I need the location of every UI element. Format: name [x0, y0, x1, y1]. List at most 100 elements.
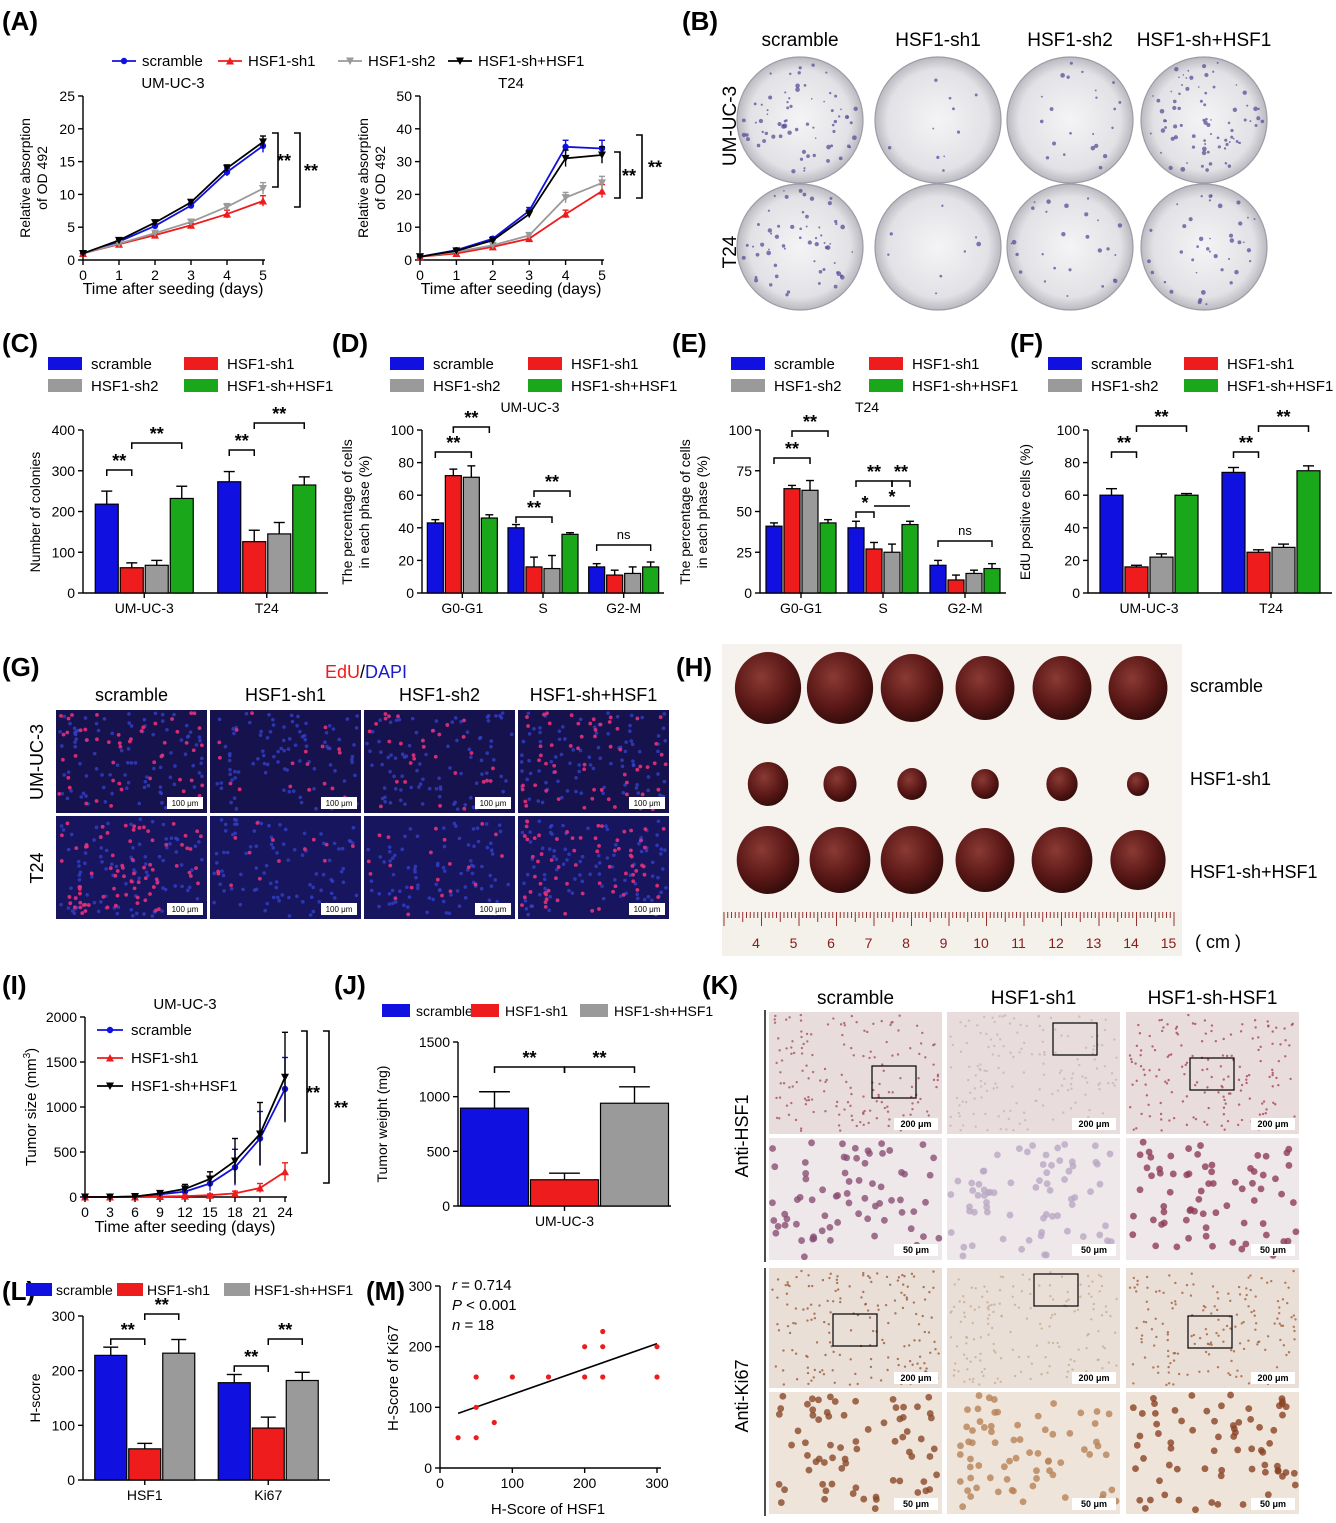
dapi-nucleus: [620, 764, 625, 769]
edu-nucleus: [59, 859, 64, 863]
colony: [818, 269, 823, 274]
stained-nucleus: [866, 1030, 869, 1034]
zoom-region-box: [1033, 1273, 1079, 1307]
dapi-nucleus: [646, 894, 651, 899]
colony: [974, 236, 978, 239]
stained-nucleus: [1166, 1349, 1170, 1353]
colony: [1236, 200, 1241, 205]
stained-nucleus: [1217, 1297, 1220, 1300]
stained-nucleus: [1234, 1446, 1242, 1454]
edu-nucleus: [453, 771, 458, 775]
stained-nucleus: [1098, 1081, 1102, 1085]
colony: [1208, 162, 1213, 166]
stained-nucleus: [1195, 1195, 1203, 1203]
ruler-label: 4: [752, 935, 760, 951]
edu-nucleus: [403, 780, 408, 784]
edu-nucleus: [654, 741, 659, 746]
stained-nucleus: [813, 1316, 817, 1320]
stained-nucleus: [983, 1082, 987, 1085]
stained-nucleus: [1016, 1031, 1019, 1034]
colony: [1216, 136, 1220, 140]
edu-nucleus: [642, 845, 647, 850]
stained-nucleus: [903, 1365, 907, 1368]
stained-nucleus: [1151, 1409, 1159, 1417]
stained-nucleus: [1208, 1161, 1216, 1169]
dapi-nucleus: [370, 729, 375, 734]
colony: [1081, 70, 1084, 74]
stained-nucleus: [979, 1336, 983, 1339]
stained-nucleus: [1136, 1279, 1139, 1283]
dapi-nucleus: [319, 832, 323, 836]
edu-nucleus: [80, 911, 85, 916]
stained-nucleus: [1076, 1058, 1079, 1061]
stained-nucleus: [897, 1276, 901, 1279]
legend-label: scramble: [774, 356, 835, 373]
dapi-nucleus: [77, 877, 82, 882]
stained-nucleus: [1161, 1322, 1164, 1325]
stained-nucleus: [1240, 1322, 1243, 1325]
stained-nucleus: [987, 1308, 990, 1311]
edu-nucleus: [95, 712, 99, 717]
edu-nucleus: [628, 853, 633, 858]
edu-nucleus: [663, 762, 668, 767]
stained-nucleus: [1034, 1412, 1042, 1420]
significance-label: **: [235, 431, 249, 451]
stained-nucleus: [1084, 1076, 1087, 1080]
edu-nucleus: [607, 720, 612, 724]
edu-nucleus: [578, 836, 583, 840]
stained-nucleus: [1241, 1023, 1244, 1026]
colony: [746, 137, 750, 142]
stained-nucleus: [862, 1271, 865, 1275]
dapi-nucleus: [493, 878, 498, 882]
stained-nucleus: [786, 1303, 789, 1306]
edu-nucleus: [545, 711, 549, 716]
dapi-nucleus: [283, 827, 288, 832]
significance-bracket: [272, 132, 279, 188]
stained-nucleus: [879, 1149, 886, 1157]
scatter-point: [509, 1374, 515, 1380]
stained-nucleus: [919, 1367, 922, 1370]
edu-nucleus: [217, 755, 222, 760]
stained-nucleus: [1203, 1407, 1211, 1415]
stained-nucleus: [1167, 1365, 1170, 1369]
stained-nucleus: [888, 1283, 892, 1286]
stained-nucleus: [967, 1455, 974, 1463]
stained-nucleus: [775, 1410, 783, 1418]
stained-nucleus: [782, 1383, 786, 1386]
stained-nucleus: [775, 1061, 778, 1065]
edu-nucleus: [592, 787, 596, 792]
dapi-nucleus: [441, 865, 446, 870]
stained-nucleus: [848, 1285, 851, 1288]
colony: [833, 119, 838, 124]
stained-nucleus: [812, 1458, 820, 1466]
dapi-nucleus: [275, 851, 279, 855]
stained-nucleus: [1150, 1327, 1154, 1331]
colony: [825, 245, 831, 250]
colony: [795, 83, 800, 89]
significance-bracket: [228, 449, 255, 456]
edu-nucleus: [94, 799, 99, 803]
stained-nucleus: [1037, 1232, 1045, 1240]
y-axis-label-main: Tumor size (mm: [23, 1058, 40, 1166]
stained-nucleus: [774, 1014, 777, 1018]
colony: [1235, 140, 1239, 143]
bar-HSF1-sh1: [606, 574, 624, 594]
stained-nucleus: [1171, 1307, 1174, 1310]
dapi-nucleus: [324, 730, 329, 735]
colony: [1046, 199, 1051, 204]
edu-nucleus: [187, 870, 192, 875]
stained-nucleus: [1278, 1306, 1281, 1309]
dapi-nucleus: [442, 826, 446, 830]
stained-nucleus: [1148, 1115, 1152, 1118]
stained-nucleus: [835, 1278, 839, 1282]
dapi-nucleus: [469, 755, 473, 760]
stained-nucleus: [1176, 1352, 1180, 1355]
edu-nucleus: [582, 767, 587, 772]
y-axis-label: in each phase (%): [356, 456, 372, 569]
stained-nucleus: [1029, 1306, 1032, 1310]
colony: [887, 146, 892, 150]
edu-nucleus: [394, 779, 399, 784]
scale-bar-box: [475, 797, 511, 809]
stained-nucleus: [892, 1404, 900, 1411]
stained-nucleus: [917, 1323, 921, 1326]
